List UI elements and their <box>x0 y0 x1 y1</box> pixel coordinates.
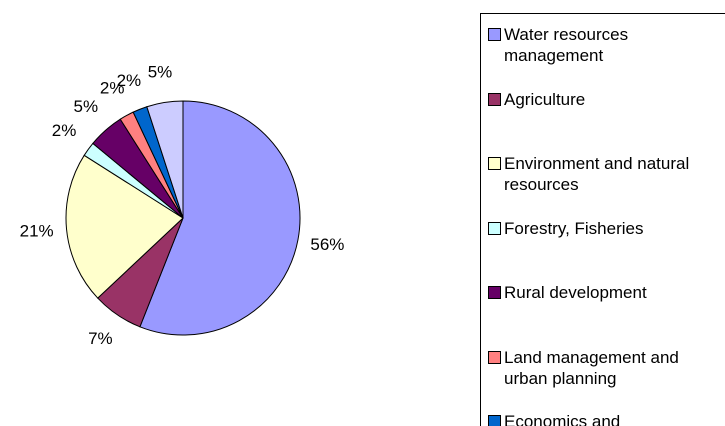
data-label: 2% <box>100 79 125 98</box>
legend-swatch <box>488 415 501 426</box>
legend-label: Water resources management <box>504 25 629 65</box>
data-label: 7% <box>88 329 113 348</box>
data-label: 5% <box>148 62 173 81</box>
legend-label: Agriculture <box>504 89 586 109</box>
data-label: 2% <box>117 71 142 90</box>
legend-swatch <box>488 157 501 170</box>
legend-item: Agriculture <box>488 89 703 110</box>
legend-swatch <box>488 286 501 299</box>
legend-label: Environment and natural resources <box>504 154 690 194</box>
legend-item: Water resources management <box>488 24 703 66</box>
legend-label: Forestry, Fisheries <box>504 218 644 238</box>
legend-label: Land management and urban planning <box>504 347 679 388</box>
pie-slice <box>139 100 301 336</box>
pie-slice <box>146 100 184 219</box>
legend: Water resources management Agriculture Env… <box>480 13 725 426</box>
data-label: 56% <box>310 235 344 254</box>
pie-slice <box>65 154 184 299</box>
data-label: 5% <box>73 97 98 116</box>
legend-item: Environment and natural resources <box>488 153 703 195</box>
legend-item: Land management and urban planning <box>488 347 703 389</box>
chart: 56%7%21%2%5%2%2% 5% <box>20 62 345 348</box>
legend-swatch <box>488 92 501 106</box>
legend-swatch <box>488 221 501 235</box>
legend-swatch <box>488 350 501 364</box>
legend-swatch <box>488 28 501 41</box>
data-label: 2% <box>52 121 77 140</box>
data-label: 21% <box>20 221 54 240</box>
legend-item: Forestry, Fisheries <box>488 218 703 239</box>
legend-item: Economics and <box>488 411 703 426</box>
legend-item: Rural development <box>488 282 703 303</box>
legend-label: Economics and <box>504 412 621 426</box>
legend-label: Rural development <box>504 283 647 302</box>
